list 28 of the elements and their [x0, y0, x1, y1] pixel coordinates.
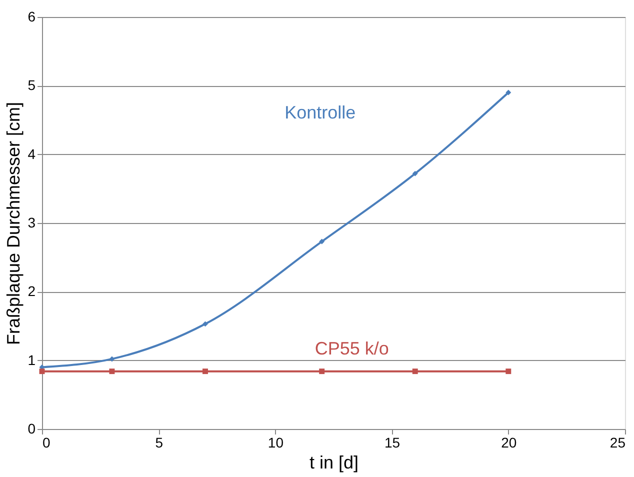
- point: [319, 238, 325, 244]
- x-tick-label: 10: [268, 434, 284, 450]
- point: [506, 90, 512, 96]
- point: [506, 368, 512, 374]
- point: [202, 368, 208, 374]
- x-tick-label: 25: [610, 434, 626, 450]
- y-tick-label: 5: [28, 77, 36, 94]
- y-tick-label: 0: [28, 420, 36, 436]
- point: [109, 356, 115, 362]
- y-tick-label: 2: [28, 283, 36, 300]
- y-tick-label: 4: [28, 146, 36, 162]
- point: [412, 368, 418, 374]
- y-tick-label: 6: [28, 8, 36, 24]
- text: Kontrolle: [284, 102, 356, 123]
- x-axis-title: t in [d]: [309, 452, 359, 472]
- y-tick-label: 3: [28, 214, 36, 230]
- point: [202, 321, 208, 327]
- point: [319, 368, 325, 374]
- point: [109, 368, 115, 374]
- x-tick-label: 20: [501, 434, 517, 450]
- x-tick-label: 5: [155, 434, 164, 450]
- point: [39, 368, 45, 374]
- series-label: CP55 k/o: [314, 338, 389, 358]
- x-tick-label: 15: [384, 434, 400, 450]
- y-tick-label: 1: [28, 352, 36, 368]
- point: [412, 170, 418, 176]
- y-axis-title: Fraßplaque Durchmesser [cm]: [4, 102, 24, 346]
- x-tick-label: 0: [42, 434, 50, 450]
